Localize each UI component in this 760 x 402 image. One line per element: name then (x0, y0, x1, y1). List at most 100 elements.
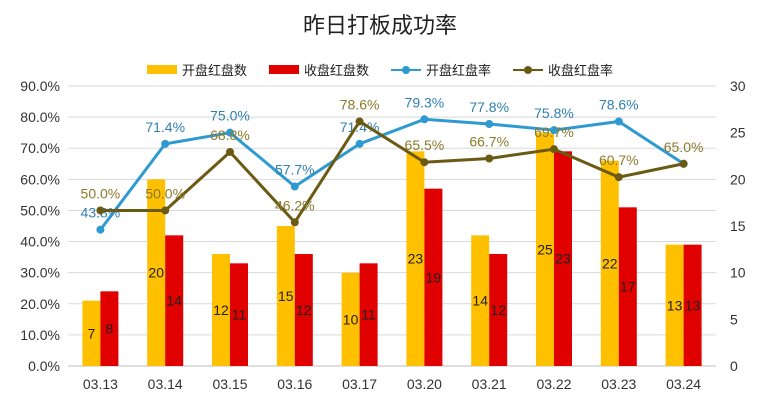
x-tick-label: 03.21 (472, 376, 507, 392)
series-point (96, 206, 105, 215)
series-point (679, 159, 688, 168)
bar-value-label: 13 (667, 297, 683, 313)
bar-value-label: 14 (166, 293, 182, 309)
series-point (550, 126, 558, 135)
bar (536, 132, 554, 366)
legend-swatch-close-count (268, 65, 299, 74)
rate-label: 71.4% (340, 119, 380, 135)
y-right-tick-label: 10 (730, 265, 746, 281)
bar (554, 151, 572, 366)
legend-label-open-rate: 开盘红盘率 (426, 64, 492, 79)
bar-value-label: 14 (472, 293, 488, 309)
legend-label-open-count: 开盘红盘数 (181, 64, 247, 79)
series-point (355, 139, 364, 148)
series-point (614, 117, 623, 126)
y-left-tick-label: 70.0% (20, 140, 60, 156)
legend-item-open-count: 开盘红盘数 (146, 60, 247, 79)
x-tick-label: 03.23 (601, 376, 636, 392)
rate-label: 75.8% (534, 105, 574, 121)
y-left-tick-label: 60.0% (20, 171, 60, 187)
bar (359, 263, 378, 366)
legend-swatch-open-rate (391, 65, 421, 75)
y-left-tick-label: 40.0% (20, 234, 60, 250)
bar (665, 244, 684, 366)
bar (212, 254, 230, 366)
rate-label: 65.0% (664, 139, 704, 155)
rate-label: 60.7% (599, 152, 639, 168)
series-point (485, 154, 494, 163)
x-tick-label: 03.14 (148, 376, 183, 392)
x-tick-label: 03.16 (277, 376, 312, 392)
bar (600, 160, 619, 366)
x-tick-label: 03.15 (212, 376, 247, 392)
legend-item-open-rate: 开盘红盘率 (391, 60, 491, 79)
rate-label: 69.7% (534, 124, 574, 140)
x-tick-label: 03.20 (407, 376, 442, 392)
bar (618, 207, 637, 366)
series-point (290, 218, 299, 227)
rate-label: 50.0% (145, 185, 185, 201)
series-point (355, 117, 364, 126)
bar (406, 151, 425, 366)
series-point (290, 182, 299, 191)
bar-value-label: 25 (537, 241, 553, 257)
series-line (100, 119, 684, 225)
series-point (420, 158, 429, 167)
rate-label: 71.4% (145, 119, 185, 135)
bar-value-label: 13 (685, 297, 701, 313)
bar-value-label: 23 (408, 251, 424, 267)
y-right-tick-label: 15 (730, 218, 746, 234)
rate-label: 79.3% (405, 94, 445, 110)
legend-swatch-close-rate (513, 65, 544, 75)
y-left-tick-label: 20.0% (20, 296, 60, 312)
rate-label: 46.2% (275, 197, 315, 213)
bar (683, 244, 702, 366)
bar (489, 254, 508, 366)
bar (276, 226, 295, 366)
bar (165, 235, 184, 366)
rate-label: 78.6% (599, 96, 639, 112)
y-right-tick-label: 20 (730, 171, 746, 187)
series-point (550, 145, 558, 154)
y-left-tick-label: 50.0% (20, 202, 60, 218)
bar-value-label: 17 (620, 279, 636, 295)
bar-value-label: 12 (213, 302, 229, 318)
bar (147, 179, 166, 366)
series-point (96, 225, 105, 234)
y-left-tick-label: 90.0% (20, 78, 60, 94)
series-point (614, 173, 623, 182)
chart-legend: 开盘红盘数 收盘红盘数 开盘红盘率 收盘红盘率 (0, 60, 760, 79)
series-line (99, 117, 685, 231)
rate-label: 65.5% (405, 137, 445, 153)
rate-label: 75.0% (210, 108, 250, 124)
bar-value-label: 15 (278, 288, 294, 304)
x-tick-label: 03.22 (536, 376, 571, 392)
series-point (161, 139, 170, 148)
bar (341, 272, 360, 366)
rate-label: 50.0% (81, 185, 121, 201)
series-point (485, 119, 494, 128)
bar-value-label: 11 (232, 307, 247, 323)
legend-swatch-open-count (146, 65, 177, 74)
y-left-tick-label: 10.0% (20, 327, 60, 343)
bar (100, 291, 119, 366)
series-point (226, 147, 234, 156)
bar-value-label: 8 (106, 321, 114, 337)
y-right-tick-label: 25 (730, 125, 746, 141)
series-point (420, 115, 429, 124)
bar-value-label: 7 (88, 325, 96, 341)
legend-item-close-count: 收盘红盘数 (268, 60, 369, 79)
bar-value-label: 20 (148, 265, 164, 281)
bar-value-label: 22 (602, 255, 618, 271)
rate-label: 57.7% (275, 161, 315, 177)
bar-value-label: 12 (296, 302, 312, 318)
bar (471, 235, 490, 366)
bar (230, 263, 248, 366)
bar-value-label: 12 (490, 302, 506, 318)
bar (294, 254, 313, 366)
y-right-tick-label: 0 (730, 358, 738, 374)
x-tick-label: 03.13 (83, 376, 118, 392)
bar (424, 188, 443, 366)
